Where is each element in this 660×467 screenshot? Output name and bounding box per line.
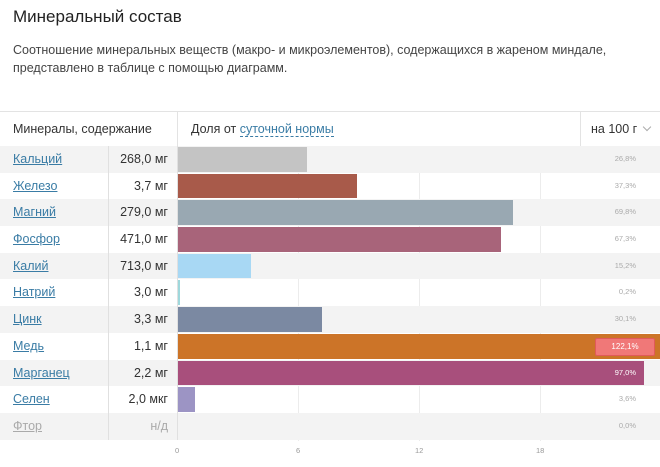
daily-norm-bar <box>178 173 358 199</box>
daily-norm-bar <box>178 200 514 226</box>
daily-norm-bar <box>178 360 644 386</box>
percent-label: 67,3% <box>614 234 636 244</box>
share-prefix: Доля от <box>191 122 240 136</box>
row-divider <box>108 359 109 387</box>
section-title: Минеральный состав <box>13 7 182 26</box>
mineral-amount: 279,0 мг <box>120 205 168 220</box>
table-row: Фосфор 471,0 мг 67,3% <box>0 226 660 253</box>
row-divider <box>108 252 109 280</box>
daily-norm-bar <box>178 253 251 279</box>
row-divider <box>108 306 109 333</box>
percent-label: 0,2% <box>618 287 636 297</box>
mineral-name-link[interactable]: Натрий <box>13 285 56 300</box>
daily-norm-bar <box>178 307 323 332</box>
portion-select-value: на 100 г <box>591 122 638 136</box>
mineral-name-link[interactable]: Калий <box>13 258 49 273</box>
header-divider <box>177 112 178 147</box>
grid-line <box>419 146 420 441</box>
row-divider <box>108 172 109 200</box>
table-row: Цинк 3,3 мг 30,1% <box>0 306 660 333</box>
mineral-amount: 2,2 мг <box>133 365 168 380</box>
mineral-amount: 713,0 мг <box>120 258 168 273</box>
percent-label: 26,8% <box>614 154 636 163</box>
table-row: Медь 1,1 мг 122,1% <box>0 332 660 360</box>
minerals-column-header: Минералы, содержание <box>13 122 152 136</box>
row-divider <box>108 332 109 360</box>
mineral-name-link[interactable]: Фтор <box>13 418 42 433</box>
row-divider <box>177 252 178 280</box>
mineral-amount: 3,0 мг <box>133 285 168 300</box>
row-divider <box>108 146 109 173</box>
row-divider <box>108 386 109 413</box>
mineral-name-link[interactable]: Кальций <box>13 152 63 166</box>
daily-norm-bar <box>178 280 180 306</box>
row-divider <box>108 199 109 227</box>
mineral-name-link[interactable]: Селен <box>13 392 50 407</box>
percent-label: 3,6% <box>618 394 636 404</box>
percent-label: 15,2% <box>614 260 636 270</box>
mineral-name-link[interactable]: Медь <box>13 338 45 353</box>
row-divider <box>177 332 178 360</box>
grid-line <box>298 146 299 441</box>
table-row: Магний 279,0 мг 69,8% <box>0 199 660 227</box>
percent-badge: 122,1% <box>595 337 655 356</box>
axis-tick-label: 0 <box>175 446 180 455</box>
row-divider <box>177 306 178 333</box>
daily-norm-bar <box>178 333 660 359</box>
row-divider <box>177 226 178 253</box>
table-row: Кальций 268,0 мг 26,8% <box>0 146 660 173</box>
chevron-down-icon <box>642 122 652 132</box>
daily-norm-bar <box>178 147 307 172</box>
percent-label: 97,0% <box>614 367 636 377</box>
axis-tick-label: 18 <box>536 446 545 455</box>
row-divider <box>177 386 178 413</box>
minerals-table: Кальций 268,0 мг 26,8% Железо 3,7 мг 37,3% Маг… <box>0 146 660 440</box>
percent-label: 0,0% <box>618 420 636 430</box>
share-column-header: Доля от суточной нормы <box>191 112 334 147</box>
percent-label: 30,1% <box>614 314 636 324</box>
grid-line <box>540 146 541 441</box>
mineral-amount: 471,0 мг <box>120 232 168 247</box>
table-row: Марганец 2,2 мг 97,0% <box>0 359 660 387</box>
table-row: Натрий 3,0 мг 0,2% <box>0 279 660 307</box>
table-row: Калий 713,0 мг 15,2% <box>0 252 660 280</box>
row-divider <box>177 279 178 307</box>
mineral-name-link[interactable]: Цинк <box>13 312 42 327</box>
daily-norm-bar <box>178 227 502 252</box>
mineral-amount: 1,1 мг <box>133 338 168 353</box>
row-divider <box>177 199 178 227</box>
mineral-amount: 2,0 мкг <box>128 392 168 407</box>
mineral-name-link[interactable]: Марганец <box>13 365 70 380</box>
mineral-amount: 268,0 мг <box>120 152 168 166</box>
table-row: Фтор н/д 0,0% <box>0 412 660 440</box>
row-divider <box>177 412 178 440</box>
mineral-name-link[interactable]: Фосфор <box>13 232 60 247</box>
axis-tick-label: 6 <box>296 446 301 455</box>
row-divider <box>108 412 109 440</box>
axis-tick-label: 12 <box>415 446 424 455</box>
table-row: Железо 3,7 мг 37,3% <box>0 172 660 200</box>
mineral-amount: н/д <box>150 418 168 433</box>
section-description: Соотношение минеральных веществ (макро- … <box>13 43 607 75</box>
row-divider <box>108 279 109 307</box>
daily-norm-bar <box>178 387 196 412</box>
mineral-name-link[interactable]: Железо <box>13 178 58 193</box>
row-divider <box>177 172 178 200</box>
table-header: Минералы, содержание Доля от суточной но… <box>0 111 660 148</box>
header-divider <box>580 112 581 147</box>
portion-select[interactable]: на 100 г <box>591 112 652 147</box>
row-divider <box>177 359 178 387</box>
mineral-amount: 3,3 мг <box>133 312 168 327</box>
percent-label: 37,3% <box>614 180 636 190</box>
daily-norm-link[interactable]: суточной нормы <box>239 122 334 137</box>
table-row: Селен 2,0 мкг 3,6% <box>0 386 660 413</box>
mineral-amount: 3,7 мг <box>133 178 168 193</box>
percent-label: 69,8% <box>614 207 636 217</box>
mineral-name-link[interactable]: Магний <box>13 205 56 220</box>
row-divider <box>177 146 178 173</box>
row-divider <box>108 226 109 253</box>
